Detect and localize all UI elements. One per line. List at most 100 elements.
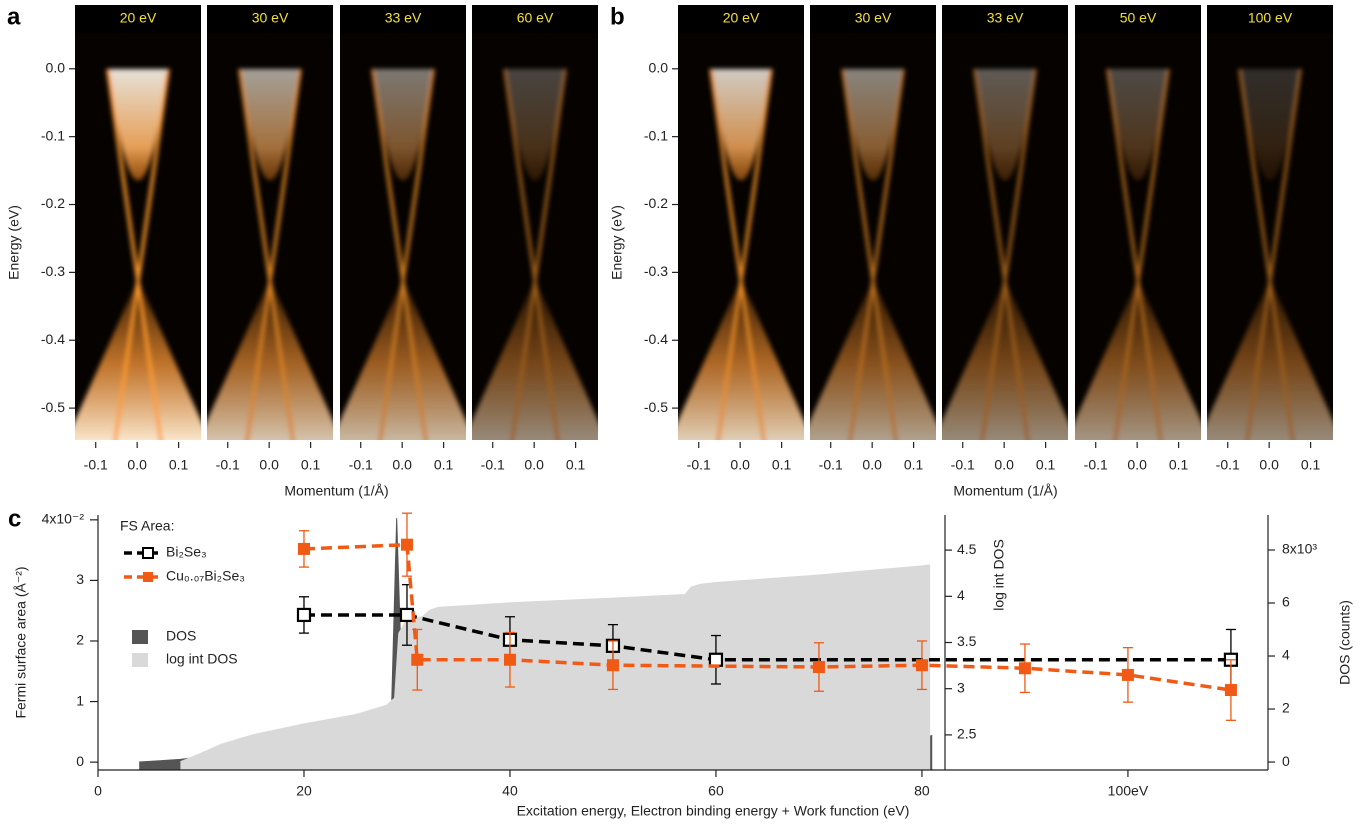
conduction-band bbox=[109, 68, 167, 181]
surface-state bbox=[1245, 68, 1302, 440]
arpes-bands bbox=[340, 68, 466, 440]
y-tick-label: -0.2 bbox=[41, 195, 65, 211]
x-tick-label: 0.0 bbox=[1127, 457, 1147, 473]
y-tick-label: -0.4 bbox=[644, 331, 668, 347]
conduction-band bbox=[506, 68, 564, 181]
surface-state bbox=[841, 68, 898, 440]
arpes-bands bbox=[207, 68, 333, 440]
y-tick-label: 1 bbox=[76, 692, 84, 708]
x-tick-label: 60 bbox=[708, 783, 724, 799]
valence-band bbox=[1075, 279, 1201, 440]
marker bbox=[400, 538, 413, 551]
arpes-bands bbox=[810, 68, 936, 440]
arpes-image bbox=[1075, 68, 1201, 440]
marker bbox=[1018, 662, 1031, 675]
conduction-band bbox=[1241, 68, 1299, 181]
legend-label: Cu₀.₀₇Bi₂Se₃ bbox=[166, 568, 245, 584]
area-outline bbox=[180, 564, 931, 763]
x-tick-label: -0.1 bbox=[349, 457, 373, 473]
panel-title: 50 eV bbox=[1120, 10, 1157, 26]
marker bbox=[1224, 684, 1237, 697]
y-tick-label: -0.5 bbox=[41, 399, 65, 415]
marker bbox=[503, 653, 516, 666]
y-tick-label: 0.0 bbox=[46, 59, 66, 75]
surface-state bbox=[709, 68, 766, 440]
y3-tick-label: 0 bbox=[1282, 753, 1290, 769]
arpes-bands bbox=[472, 68, 598, 440]
y-tick-label: 4x10⁻² bbox=[42, 511, 85, 527]
dashed-line bbox=[303, 613, 1231, 662]
x-tick-label: 0.1 bbox=[566, 457, 586, 473]
valence-band bbox=[942, 279, 1068, 440]
title-strip bbox=[678, 5, 804, 33]
surface-state bbox=[848, 68, 905, 440]
marker bbox=[606, 659, 619, 672]
legend-label: log int DOS bbox=[166, 651, 238, 667]
x-tick-label: 0.0 bbox=[862, 457, 882, 473]
y-axis-label: Energy (eV) bbox=[609, 205, 625, 280]
surface-state bbox=[378, 68, 435, 440]
y-tick-label: -0.2 bbox=[644, 195, 668, 211]
conduction-band bbox=[1109, 68, 1167, 181]
marker bbox=[812, 661, 825, 674]
y-axis-label: Energy (eV) bbox=[6, 205, 22, 280]
x-tick-label: 0.1 bbox=[1301, 457, 1321, 473]
arpes-image bbox=[75, 68, 201, 440]
arpes-bands bbox=[75, 68, 201, 440]
x-tick-label: 0.1 bbox=[169, 457, 189, 473]
marker bbox=[708, 652, 724, 667]
x-tick-label: 0.1 bbox=[1036, 457, 1056, 473]
y2-axis-label: log int DOS bbox=[991, 539, 1007, 611]
marker bbox=[297, 542, 310, 555]
y2-tick-label: 4 bbox=[957, 587, 965, 603]
valence-band bbox=[678, 279, 804, 440]
arpes-image bbox=[340, 68, 466, 440]
y3-axis-label: DOS (counts) bbox=[1337, 600, 1353, 685]
surface-state bbox=[1238, 68, 1295, 440]
x-tick-label: -0.1 bbox=[1084, 457, 1108, 473]
x-tick-label: 80 bbox=[914, 783, 930, 799]
x-tick-label: -0.1 bbox=[819, 457, 843, 473]
surface-state bbox=[245, 68, 302, 440]
area-fill bbox=[180, 564, 931, 770]
x-tick-label: -0.1 bbox=[84, 457, 108, 473]
surface-state bbox=[1113, 68, 1170, 440]
panel-title: 20 eV bbox=[723, 10, 760, 26]
valence-band bbox=[472, 279, 598, 440]
legend-marker bbox=[142, 547, 154, 559]
panel-label: a bbox=[7, 3, 21, 30]
x-tick-label: 0.0 bbox=[994, 457, 1014, 473]
title-strip bbox=[942, 5, 1068, 33]
surface-state bbox=[973, 68, 1030, 440]
conduction-band bbox=[374, 68, 432, 181]
x-tick-label: 0 bbox=[94, 783, 102, 799]
y2-tick-label: 2.5 bbox=[957, 726, 977, 742]
x-tick-label: 0.1 bbox=[301, 457, 321, 473]
x-tick-label: 0.1 bbox=[434, 457, 454, 473]
panel-label: b bbox=[610, 3, 625, 30]
x-tick-label: 0.1 bbox=[904, 457, 924, 473]
title-strip bbox=[1075, 5, 1201, 33]
x-tick-label: -0.1 bbox=[951, 457, 975, 473]
y-tick-label: -0.1 bbox=[41, 127, 65, 143]
arpes-image bbox=[810, 68, 936, 440]
y-tick-label: 0.0 bbox=[649, 59, 669, 75]
arpes-image bbox=[942, 68, 1068, 440]
surface-state bbox=[510, 68, 567, 440]
x-tick-label: 0.0 bbox=[127, 457, 147, 473]
valence-band bbox=[75, 279, 201, 440]
title-strip bbox=[472, 5, 598, 33]
panel-label: c bbox=[8, 505, 21, 532]
arpes-bands bbox=[1207, 68, 1333, 440]
legend-label: DOS bbox=[166, 628, 196, 644]
y-tick-label: 3 bbox=[76, 571, 84, 587]
x-tick-label: -0.1 bbox=[481, 457, 505, 473]
conduction-band bbox=[712, 68, 770, 181]
arpes-image bbox=[1207, 68, 1333, 440]
x-axis-label: Momentum (1/Å) bbox=[953, 483, 1057, 499]
y3-tick-label: 8x10³ bbox=[1282, 541, 1317, 557]
surface-state bbox=[980, 68, 1037, 440]
title-strip bbox=[1207, 5, 1333, 33]
surface-state bbox=[106, 68, 163, 440]
